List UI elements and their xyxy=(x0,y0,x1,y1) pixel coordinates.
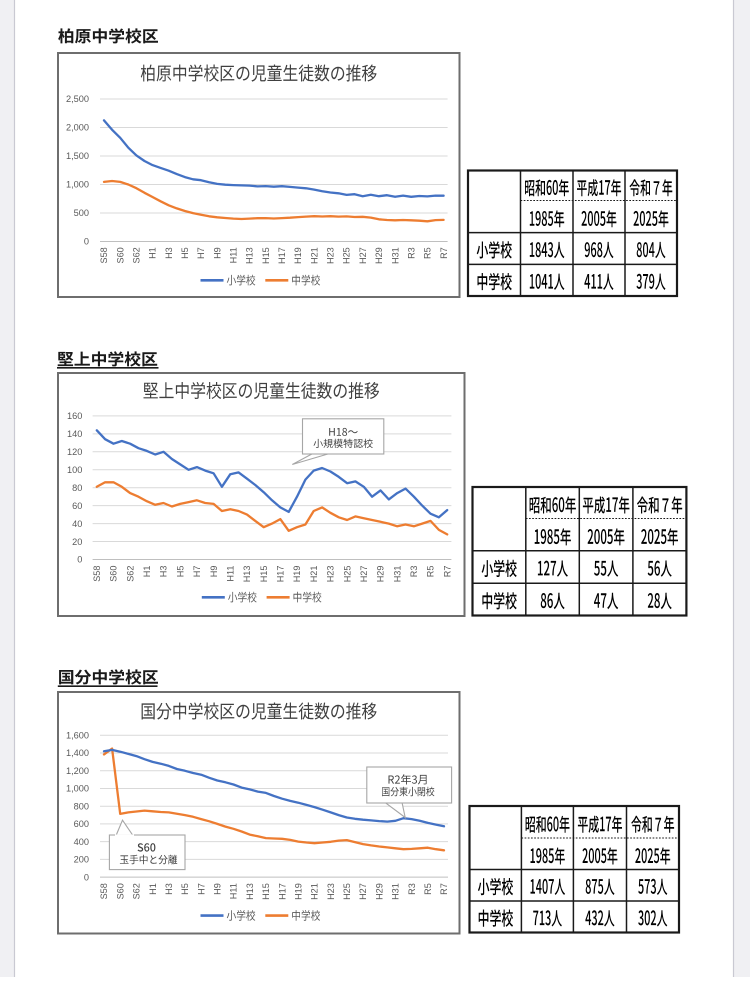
svg-text:80: 80 xyxy=(72,483,82,493)
svg-text:0: 0 xyxy=(77,555,82,565)
svg-text:H7: H7 xyxy=(196,883,206,895)
svg-text:20: 20 xyxy=(72,537,82,547)
svg-text:H25: H25 xyxy=(342,566,352,583)
svg-text:R5: R5 xyxy=(423,883,433,895)
svg-text:R7: R7 xyxy=(439,247,449,259)
svg-text:100: 100 xyxy=(67,465,82,475)
svg-text:H3: H3 xyxy=(159,566,169,578)
svg-text:H25: H25 xyxy=(342,247,352,264)
svg-text:R7: R7 xyxy=(442,566,452,578)
svg-text:H3: H3 xyxy=(164,247,174,259)
svg-text:H17: H17 xyxy=(277,883,287,900)
svg-text:H15: H15 xyxy=(261,883,271,900)
svg-text:R3: R3 xyxy=(406,247,416,259)
svg-text:S58: S58 xyxy=(99,247,109,263)
svg-text:H23: H23 xyxy=(326,566,336,583)
svg-text:H7: H7 xyxy=(192,566,202,578)
svg-text:H19: H19 xyxy=(293,883,303,900)
svg-text:H5: H5 xyxy=(180,247,190,259)
svg-text:H23: H23 xyxy=(326,883,336,900)
svg-text:1,200: 1,200 xyxy=(66,766,89,776)
svg-text:H21: H21 xyxy=(310,883,320,900)
svg-text:H27: H27 xyxy=(358,883,368,900)
svg-text:R7: R7 xyxy=(439,883,449,895)
svg-text:H17: H17 xyxy=(277,247,287,264)
svg-text:R5: R5 xyxy=(423,247,433,259)
svg-text:400: 400 xyxy=(74,837,89,847)
svg-text:800: 800 xyxy=(74,801,89,811)
svg-text:S58: S58 xyxy=(92,566,102,582)
svg-text:H27: H27 xyxy=(359,566,369,583)
svg-text:H5: H5 xyxy=(180,883,190,895)
svg-text:R5: R5 xyxy=(426,566,436,578)
svg-text:60: 60 xyxy=(72,501,82,511)
svg-text:H7: H7 xyxy=(196,247,206,259)
svg-text:H11: H11 xyxy=(229,883,239,899)
svg-text:H29: H29 xyxy=(374,247,384,264)
svg-text:1,400: 1,400 xyxy=(66,748,89,758)
svg-text:H31: H31 xyxy=(390,247,400,264)
svg-text:H13: H13 xyxy=(245,883,255,900)
svg-text:H17: H17 xyxy=(276,566,286,583)
svg-text:H25: H25 xyxy=(342,883,352,900)
svg-text:H15: H15 xyxy=(261,247,271,264)
svg-text:S62: S62 xyxy=(125,566,135,582)
svg-text:S60: S60 xyxy=(115,883,125,899)
svg-text:H11: H11 xyxy=(229,247,239,263)
svg-text:H13: H13 xyxy=(242,566,252,583)
svg-text:H27: H27 xyxy=(358,247,368,264)
svg-text:S58: S58 xyxy=(99,883,109,899)
svg-text:H31: H31 xyxy=(391,883,401,900)
svg-text:2,500: 2,500 xyxy=(66,94,89,104)
svg-text:H15: H15 xyxy=(259,566,269,583)
svg-text:H1: H1 xyxy=(142,566,152,578)
svg-text:R3: R3 xyxy=(409,566,419,578)
svg-text:1,000: 1,000 xyxy=(66,784,89,794)
svg-text:R3: R3 xyxy=(407,883,417,895)
svg-text:2,000: 2,000 xyxy=(66,123,89,133)
svg-text:H9: H9 xyxy=(212,247,222,259)
svg-text:140: 140 xyxy=(67,429,82,439)
svg-text:H29: H29 xyxy=(376,566,386,583)
svg-text:160: 160 xyxy=(67,411,82,421)
svg-text:0: 0 xyxy=(84,872,89,882)
svg-text:H9: H9 xyxy=(213,883,223,895)
svg-text:H19: H19 xyxy=(293,247,303,264)
svg-text:600: 600 xyxy=(74,819,89,829)
svg-text:120: 120 xyxy=(67,447,82,457)
svg-text:S60: S60 xyxy=(109,566,119,582)
svg-text:H23: H23 xyxy=(326,247,336,264)
svg-text:1,000: 1,000 xyxy=(66,180,89,190)
svg-text:40: 40 xyxy=(72,519,82,529)
svg-text:H11: H11 xyxy=(225,566,235,582)
svg-text:S62: S62 xyxy=(132,883,142,899)
svg-text:H21: H21 xyxy=(309,566,319,583)
svg-text:H1: H1 xyxy=(148,247,158,259)
svg-text:500: 500 xyxy=(74,208,89,218)
svg-text:H5: H5 xyxy=(175,566,185,578)
svg-text:H9: H9 xyxy=(209,566,219,578)
svg-text:S60: S60 xyxy=(115,247,125,263)
svg-text:0: 0 xyxy=(84,237,89,247)
svg-text:S62: S62 xyxy=(132,247,142,263)
svg-text:H29: H29 xyxy=(374,883,384,900)
svg-text:H13: H13 xyxy=(245,247,255,264)
svg-text:H21: H21 xyxy=(309,247,319,264)
svg-text:1,500: 1,500 xyxy=(66,151,89,161)
svg-text:H1: H1 xyxy=(148,883,158,895)
svg-text:H31: H31 xyxy=(392,566,402,583)
svg-text:1,600: 1,600 xyxy=(66,731,89,741)
svg-text:H19: H19 xyxy=(292,566,302,583)
svg-text:H3: H3 xyxy=(164,883,174,895)
svg-text:200: 200 xyxy=(74,855,89,865)
